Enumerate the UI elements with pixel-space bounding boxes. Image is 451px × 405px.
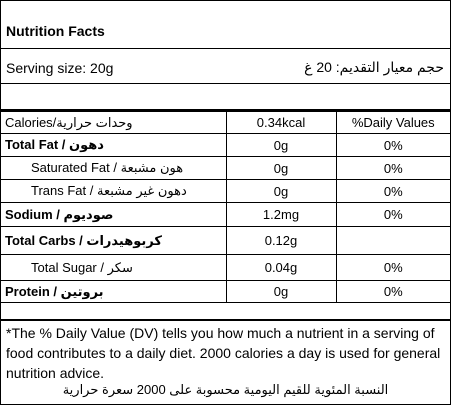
- divider: [1, 83, 450, 84]
- cell: 0.12g: [225, 226, 337, 255]
- row: Total Fat / دهون 0g 0%: [1, 133, 450, 157]
- row: Total Carbs / كربوهيدرات 0.12g: [1, 226, 450, 255]
- cell: 0%: [335, 156, 450, 180]
- cell: Total Fat / دهون: [1, 133, 227, 157]
- cell: 0g: [225, 133, 337, 157]
- cell: Total Carbs / كربوهيدرات: [1, 226, 227, 255]
- cell: 0.34kcal: [225, 111, 337, 134]
- cell: 0g: [225, 280, 337, 303]
- footnote-arabic: النسبة المئوية للقيم اليومية محسوبة على …: [62, 382, 389, 397]
- cell: %Daily Values: [335, 111, 450, 134]
- serving-size: Serving size: 20g: [6, 60, 114, 76]
- cell: Total Sugar / سكر: [1, 254, 227, 281]
- serving-size-arabic: حجم معيار التقديم: 20 غ: [304, 59, 444, 75]
- cell: 0%: [335, 202, 450, 227]
- thick-divider: [1, 109, 450, 111]
- row: Trans Fat / دهون غير مشبعة 0g 0%: [1, 179, 450, 203]
- cell: Sodium / صوديوم: [1, 202, 227, 227]
- cell: Trans Fat / دهون غير مشبعة: [1, 179, 227, 203]
- row: Total Sugar / سكر 0.04g 0%: [1, 254, 450, 281]
- row: Sodium / صوديوم 1.2mg 0%: [1, 202, 450, 227]
- cell: 1.2mg: [225, 202, 337, 227]
- nutrition-table: Calories/وحدات حرارية 0.34kcal %Daily Va…: [1, 111, 450, 303]
- cell: 0%: [335, 280, 450, 303]
- cell: Saturated Fat / هون مشبعة: [1, 156, 227, 180]
- cell: 0.04g: [225, 254, 337, 281]
- thick-divider: [1, 319, 450, 321]
- row: Saturated Fat / هون مشبعة 0g 0%: [1, 156, 450, 180]
- cell: 0%: [335, 254, 450, 281]
- cell: 0%: [335, 133, 450, 157]
- footnote: *The % Daily Value (DV) tells you how mu…: [6, 325, 441, 381]
- title-row: [1, 1, 450, 49]
- title: Nutrition Facts: [6, 23, 105, 39]
- cell: 0%: [335, 179, 450, 203]
- cell: [335, 226, 450, 255]
- cell: 0g: [225, 179, 337, 203]
- cell: Calories/وحدات حرارية: [1, 111, 227, 134]
- cell: Protein / بروتين: [1, 280, 227, 303]
- header-row: Calories/وحدات حرارية 0.34kcal %Daily Va…: [1, 111, 450, 134]
- cell: 0g: [225, 156, 337, 180]
- row: Protein / بروتين 0g 0%: [1, 280, 450, 303]
